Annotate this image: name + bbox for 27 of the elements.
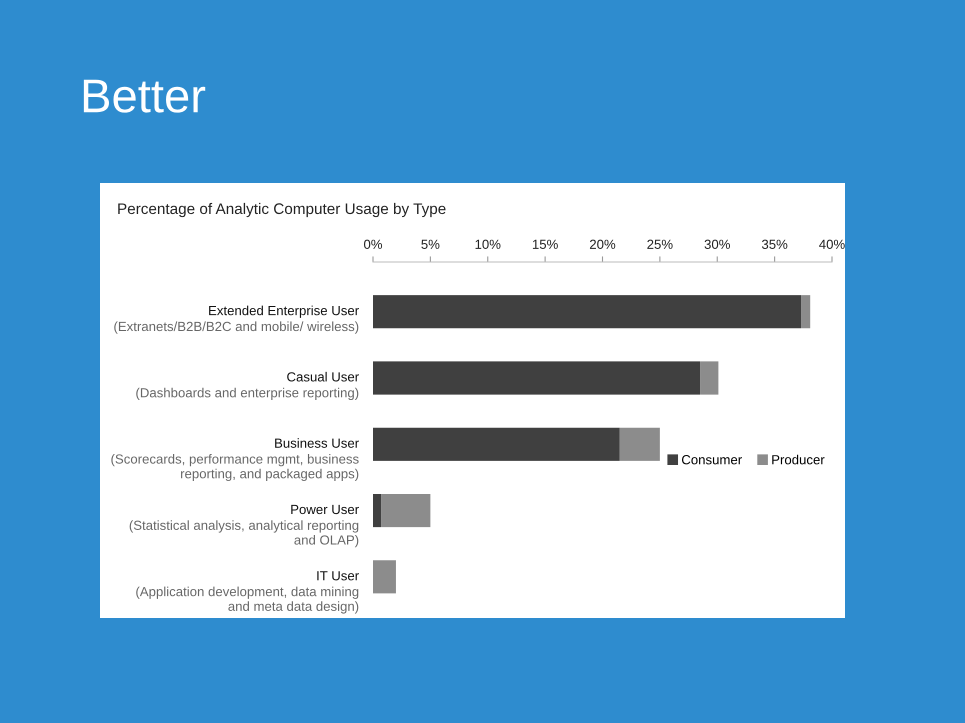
bar [373, 361, 700, 395]
x-tick-label: 0% [364, 240, 382, 249]
x-tick-label: 40% [819, 240, 845, 249]
legend-label: Consumer [682, 455, 742, 464]
bar [373, 494, 382, 528]
legend-label: Producer [772, 454, 824, 464]
bar [373, 428, 620, 461]
y-tick-label: Extended Enterprise User (Extranets/B2B/B2C and mobile/ wireless) [114, 306, 359, 334]
bar [373, 560, 396, 594]
y-tick-label: Power User (Statistical analysis, analytical reporting and OLAP) [130, 504, 359, 548]
y-tick-label: Casual User (Dashboards and enterprise reporting) [136, 372, 359, 400]
x-tick-label: 5% [421, 240, 440, 249]
y-tick-label: IT User (Application development, data mining and meta data design) [136, 571, 359, 614]
bar [620, 428, 660, 461]
x-tick-label: 20% [590, 240, 616, 249]
x-tick-label: 15% [532, 240, 558, 249]
x-tick-label: 35% [762, 240, 788, 249]
bar [381, 494, 430, 528]
x-tick-label: 30% [704, 240, 730, 249]
bar [801, 295, 810, 328]
bar [373, 295, 802, 328]
bar [700, 361, 718, 395]
chart-title: Better [84, 80, 206, 113]
x-tick-label: 25% [647, 240, 673, 249]
y-tick-label: Business User (Scorecards, performance mgmt, business reporting, and packaged apps) [111, 438, 359, 481]
chart-subtitle: Percentage of Analytic Computer Usage by Type [118, 202, 446, 218]
x-tick-label: 10% [476, 240, 500, 249]
